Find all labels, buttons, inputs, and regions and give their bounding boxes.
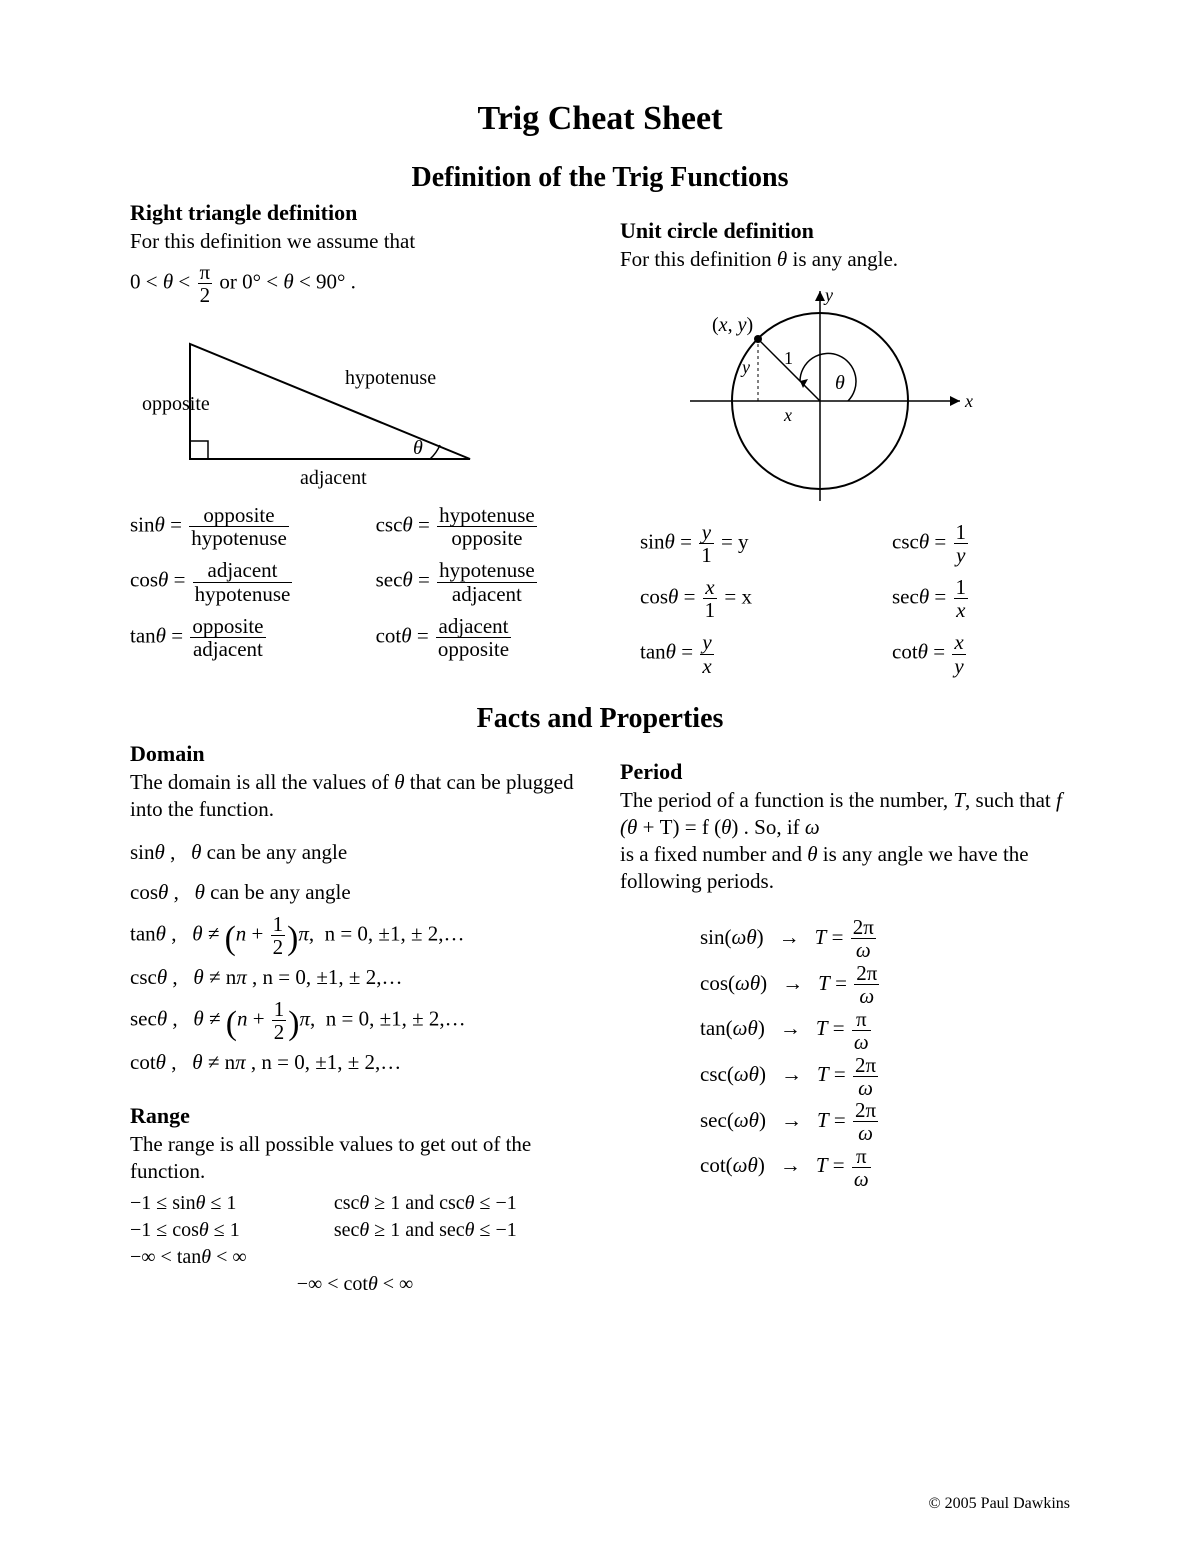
range-cot: −∞ < cotθ < ∞ [130,1273,580,1296]
domain-cos: cosθ , θ can be any angle [130,873,580,913]
range-sec: secθ ≥ 1 and secθ ≤ −1 [334,1219,580,1242]
section-def-heading: Definition of the Trig Functions [130,162,1070,194]
right-tri-intro: For this definition we assume that [130,228,580,255]
domain-csc: cscθ , θ ≠ nπ , n = 0, ±1, ± 2,… [130,958,580,998]
svg-text:x: x [783,405,792,425]
period-sec: sec(ωθ) → T = 2πω [700,1099,1070,1145]
unit-circle-equations: sinθ = y1 = y cscθ = 1y cosθ = x1 = x se… [640,521,1070,676]
unit-circle-heading: Unit circle definition [620,218,1070,244]
page: Trig Cheat Sheet Definition of the Trig … [0,0,1200,1553]
definition-columns: Right triangle definition For this defin… [130,200,1070,677]
domain-range-col: Domain The domain is all the values of θ… [130,741,580,1296]
range-sin: −1 ≤ sinθ ≤ 1 [130,1192,310,1215]
unit-circle-col: Unit circle definition For this definiti… [620,200,1070,677]
unit-circle-intro: For this definition θ is any angle. [620,246,1070,273]
period-cot: cot(ωθ) → T = πω [700,1144,1070,1190]
svg-text:hypotenuse: hypotenuse [345,367,436,389]
svg-text:adjacent: adjacent [300,467,367,489]
svg-text:θ: θ [413,437,423,459]
triangle-figure: opposite adjacent hypotenuse θ [130,314,580,494]
domain-list: sinθ , θ can be any angle cosθ , θ can b… [130,833,580,1083]
right-tri-condition: 0 < θ < π2 or 0° < θ < 90° . [130,261,580,306]
uc-csc: cscθ = 1y [892,521,1070,566]
svg-text:(x, y): (x, y) [712,314,753,336]
domain-sin: sinθ , θ can be any angle [130,833,580,873]
period-heading: Period [620,759,1070,785]
period-csc: csc(ωθ) → T = 2πω [700,1053,1070,1099]
domain-heading: Domain [130,741,580,767]
period-list: sin(ωθ) → T = 2πω cos(ωθ) → T = 2πω tan(… [700,916,1070,1190]
svg-text:1: 1 [784,348,793,368]
uc-sin: sinθ = y1 = y [640,521,852,566]
csc-eq: cscθ = hypotenuseopposite [376,504,580,549]
unit-circle-figure: θ x y 1 (x, y) x y [650,281,1070,511]
footer-copyright: © 2005 Paul Dawkins [929,1495,1070,1513]
range-tan: −∞ < tanθ < ∞ [130,1246,310,1269]
domain-tan: tanθ , θ ≠ (n + 12)π, n = 0, ±1, ± 2,… [130,913,580,958]
tan-eq: tanθ = oppositeadjacent [130,615,336,660]
range-intro: The range is all possible values to get … [130,1131,580,1186]
range-heading: Range [130,1103,580,1129]
uc-sec: secθ = 1x [892,576,1070,621]
sin-eq: sinθ = oppositehypotenuse [130,504,336,549]
uc-cot: cotθ = xy [892,631,1070,676]
period-cos: cos(ωθ) → T = 2πω [700,962,1070,1008]
range-grid: −1 ≤ sinθ ≤ 1 cscθ ≥ 1 and cscθ ≤ −1 −1 … [130,1192,580,1296]
svg-text:θ: θ [835,372,845,394]
period-sin: sin(ωθ) → T = 2πω [700,916,1070,962]
svg-text:y: y [823,285,833,305]
period-col: Period The period of a function is the n… [620,741,1070,1296]
facts-columns: Domain The domain is all the values of θ… [130,741,1070,1296]
right-tri-equations: sinθ = oppositehypotenuse cscθ = hypoten… [130,504,580,659]
svg-text:x: x [964,391,973,411]
svg-text:y: y [740,357,750,377]
range-csc: cscθ ≥ 1 and cscθ ≤ −1 [334,1192,580,1215]
uc-tan: tanθ = yx [640,631,852,676]
domain-cot: cotθ , θ ≠ nπ , n = 0, ±1, ± 2,… [130,1043,580,1083]
right-tri-heading: Right triangle definition [130,200,580,226]
period-tan: tan(ωθ) → T = πω [700,1007,1070,1053]
section-facts-heading: Facts and Properties [130,703,1070,735]
right-triangle-col: Right triangle definition For this defin… [130,200,580,677]
sec-eq: secθ = hypotenuseadjacent [376,559,580,604]
period-intro: The period of a function is the number, … [620,787,1070,896]
svg-text:opposite: opposite [142,393,210,415]
domain-intro: The domain is all the values of θ that c… [130,769,580,824]
cot-eq: cotθ = adjacentopposite [376,615,580,660]
page-title: Trig Cheat Sheet [130,100,1070,138]
range-cos: −1 ≤ cosθ ≤ 1 [130,1219,310,1242]
uc-cos: cosθ = x1 = x [640,576,852,621]
domain-sec: secθ , θ ≠ (n + 12)π, n = 0, ±1, ± 2,… [130,998,580,1043]
cos-eq: cosθ = adjacenthypotenuse [130,559,336,604]
